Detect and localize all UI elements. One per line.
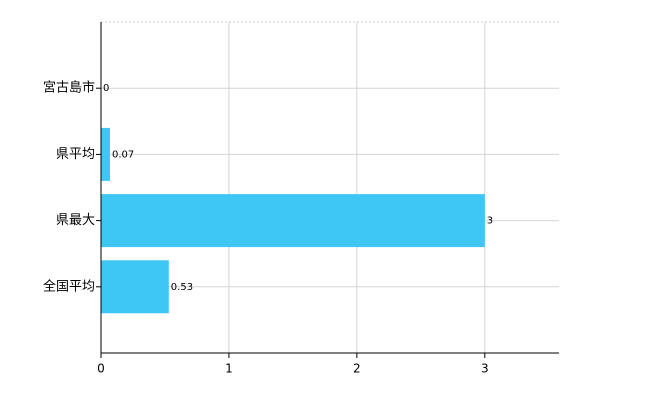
y-tick-label: 県平均 — [56, 147, 95, 162]
x-tick-label: 1 — [225, 362, 233, 376]
bar — [101, 194, 485, 248]
y-tick-label: 県最大 — [56, 213, 95, 228]
x-tick-label: 3 — [481, 362, 489, 376]
y-tick-label: 宮古島市 — [43, 80, 95, 96]
value-label: 0 — [103, 83, 109, 94]
value-label: 0.07 — [112, 149, 134, 160]
x-tick-label: 0 — [97, 362, 105, 376]
bar — [101, 260, 169, 314]
value-label: 3 — [487, 216, 493, 227]
value-label: 0.53 — [171, 282, 193, 293]
y-tick-label: 全国平均 — [43, 278, 95, 294]
x-tick-label: 2 — [353, 362, 361, 376]
bar — [101, 127, 110, 181]
